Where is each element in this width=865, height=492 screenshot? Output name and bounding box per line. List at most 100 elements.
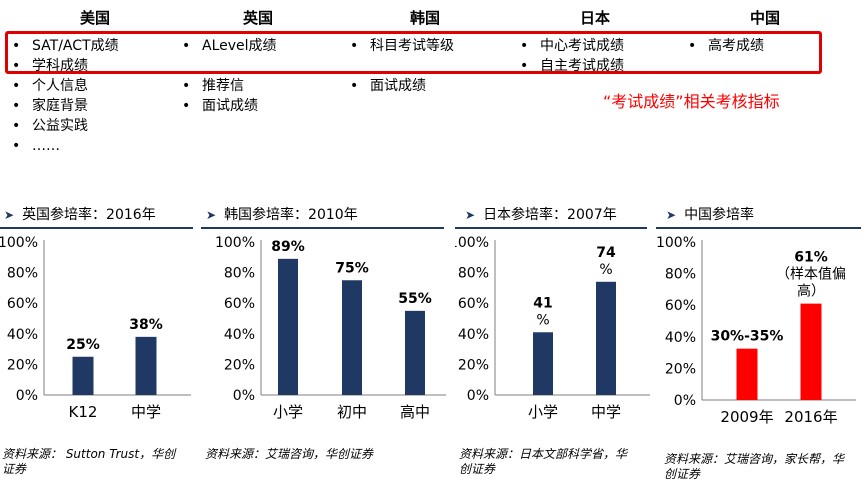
chart-china: 0% 20% 40% 60% 80% 100% 30%-35% 2009年 61%（样本值偏高）… [656,235,856,426]
y-tick-label: 80% [458,266,489,282]
y-tick-label: 60% [665,298,696,314]
country-header-china: 中国 [749,9,780,27]
list-item: 面试成绩 [180,96,277,116]
x-tick-label: 小学 [273,403,303,421]
y-tick-label: 20% [7,357,38,373]
data-label: % [536,312,549,328]
data-label: 89% [271,239,305,255]
list-item: 科目考试等级 [348,36,454,56]
x-tick-label: 中学 [591,403,621,421]
y-tick-label: 0% [467,388,489,404]
country-header-uk: 英国 [242,9,273,27]
list-item: ALevel成绩 [180,36,277,56]
china-criteria-list: 高考成绩 [686,36,764,56]
list-item: 家庭背景 [10,96,119,116]
country-header-usa: 美国 [79,9,110,27]
x-tick-label: 2016年 [784,408,837,426]
arrow-icon: ➤ [465,208,476,222]
chart-title-rule [656,227,861,229]
y-tick-label: 100% [656,235,696,251]
chart-title-text: 中国参培率 [684,207,755,223]
bar [405,310,425,395]
exam-score-highlight-box [5,31,822,74]
bar [800,303,822,400]
data-label: % [599,262,612,278]
data-label: （样本值偏 [776,267,846,283]
data-label: 55% [398,291,432,307]
arrow-icon: ➤ [4,208,15,222]
x-tick-label: K12 [69,403,98,421]
usa-criteria-list: SAT/ACT成绩 学科成绩 个人信息 家庭背景 公益实践 …… [10,36,119,156]
x-tick-label: 2009年 [720,408,773,426]
chart-title-uk: ➤ 英国参培率：2016年 [4,204,156,226]
chart-title-china: ➤ 中国参培率 [666,204,754,226]
y-tick-label: 40% [224,327,255,343]
list-item: 公益实践 [10,116,119,136]
list-item: 个人信息 [10,76,119,96]
chart-title-rule [0,227,193,229]
y-tick-label: 40% [458,327,489,343]
data-label: 高） [797,283,825,300]
x-tick-label: 小学 [528,403,558,421]
chart-title-korea: ➤ 韩国参培率：2010年 [206,204,358,226]
list-item: SAT/ACT成绩 [10,36,119,56]
exam-score-callout: “考试成绩”相关考核指标 [603,92,780,111]
japan-criteria-list: 中心考试成绩 自主考试成绩 [518,36,624,76]
bar [533,332,553,395]
y-tick-label: 80% [7,266,38,282]
source-note-korea: 资料来源：艾瑞咨询，华创证券 [205,447,374,461]
country-header-japan: 日本 [579,9,610,27]
x-tick-label: 高中 [400,403,430,421]
bar [135,336,157,395]
data-label: 25% [66,337,100,353]
list-item: 面试成绩 [348,76,454,96]
y-tick-label: 100% [215,235,255,251]
y-tick-label: 0% [233,388,255,404]
bar [342,280,362,395]
y-tick-label: 100% [455,235,489,251]
data-label: 61% [794,250,828,266]
list-item: 高考成绩 [686,36,764,56]
chart-japan: 0% 20% 40% 60% 80% 100% 41% 小学 74% 中学 [455,235,650,421]
chart-uk: 0% 20% 40% 60% 80% 100% 25% K12 38% 中学 [0,235,191,421]
data-label: 30%-35% [711,329,784,345]
chart-title-rule [455,227,647,229]
list-item: 中心考试成绩 [518,36,624,56]
chart-title-japan: ➤ 日本参培率：2007年 [465,204,617,226]
x-tick-label: 初中 [337,403,367,421]
data-label: 74 [596,245,616,261]
y-tick-label: 40% [665,330,696,346]
country-header-korea: 韩国 [409,9,440,27]
chart-title-text: 韩国参培率：2010年 [224,207,358,223]
bar [736,348,758,400]
korea-criteria-list: 科目考试等级 ​ 面试成绩 [348,36,454,96]
y-tick-label: 100% [0,235,38,251]
y-tick-label: 60% [224,296,255,312]
arrow-icon: ➤ [666,208,677,222]
bar [72,356,94,395]
y-tick-label: 20% [224,357,255,373]
y-tick-label: 0% [16,388,38,404]
source-note-japan: 资料来源：日本文部科学省，华创证券 [459,447,628,476]
uk-criteria-list: ALevel成绩 ​ 推荐信 面试成绩 [180,36,277,116]
chart-title-text: 英国参培率：2016年 [22,207,156,223]
list-item: 自主考试成绩 [518,56,624,76]
y-tick-label: 40% [7,327,38,343]
list-item: 推荐信 [180,76,277,96]
list-item: …… [10,136,119,156]
bar [596,281,616,395]
chart-korea: 0% 20% 40% 60% 80% 100% 89% 小学 75% 初中 55% 高中 [215,235,446,421]
x-tick-label: 中学 [131,403,161,421]
y-tick-label: 80% [224,266,255,282]
data-label: 38% [129,317,163,333]
y-tick-label: 0% [674,393,696,409]
y-tick-label: 80% [665,267,696,283]
arrow-icon: ➤ [206,208,217,222]
y-tick-label: 60% [458,296,489,312]
list-item: 学科成绩 [10,56,119,76]
source-note-uk: 资料来源： Sutton Trust，华创证券 [2,447,176,476]
source-note-china: 资料来源：艾瑞咨询，家长帮，华创证券 [664,452,845,481]
y-tick-label: 20% [458,357,489,373]
chart-title-text: 日本参培率：2007年 [483,207,617,223]
data-label: 75% [335,260,369,276]
